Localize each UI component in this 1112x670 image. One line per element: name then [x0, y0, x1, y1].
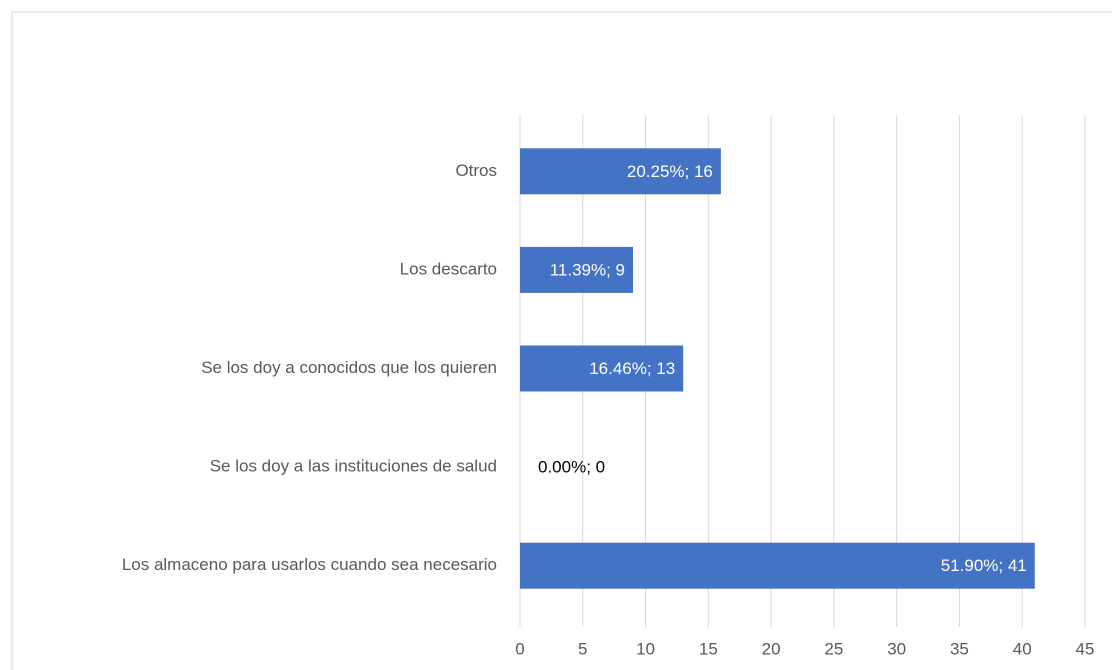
bar [520, 542, 1035, 589]
bar [520, 246, 633, 293]
x-tick-label: 25 [824, 639, 843, 658]
data-label: 11.39%; 9 [550, 260, 625, 279]
x-tick-label: 20 [762, 639, 781, 658]
x-tick-label: 30 [887, 639, 906, 658]
y-tick-label: Los almaceno para usarlos cuando sea nec… [122, 555, 497, 574]
x-tick-label: 45 [1076, 639, 1095, 658]
x-tick-label: 5 [578, 639, 587, 658]
data-label: 20.25%; 16 [627, 162, 713, 181]
x-tick-label: 40 [1013, 639, 1032, 658]
bar [520, 345, 684, 392]
x-tick-label: 15 [699, 639, 718, 658]
chart-border [11, 11, 1112, 670]
y-tick-label: Otros [455, 161, 497, 180]
y-tick-label: Se los doy a las instituciones de salud [210, 457, 497, 476]
bar [520, 148, 721, 195]
data-label: 0.00%; 0 [538, 458, 605, 477]
y-tick-label: Se los doy a conocidos que los quieren [201, 358, 497, 377]
data-label: 51.90%; 41 [941, 556, 1027, 575]
x-tick-label: 35 [950, 639, 969, 658]
x-tick-label: 0 [515, 639, 524, 658]
data-label: 16.46%; 13 [589, 359, 675, 378]
x-tick-label: 10 [636, 639, 655, 658]
y-tick-label: Los descarto [400, 259, 497, 278]
